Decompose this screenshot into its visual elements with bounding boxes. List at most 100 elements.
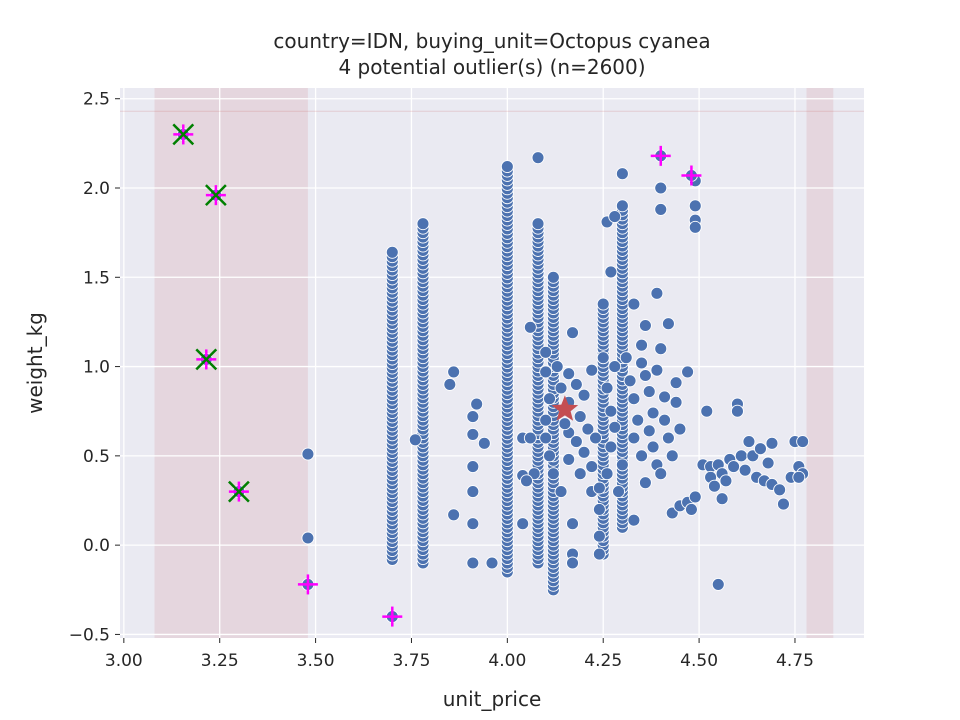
scatter-point-616 xyxy=(581,422,595,436)
scatter-point-621 xyxy=(608,420,622,434)
scatter-point-646 xyxy=(546,467,560,481)
scatter-point-527 xyxy=(466,485,480,499)
scatter-point-600 xyxy=(761,456,775,470)
data-points xyxy=(176,127,810,624)
scatter-point-592 xyxy=(730,404,744,418)
scatter-point-619 xyxy=(600,381,614,395)
scatter-point-531 xyxy=(485,556,499,570)
scatter-point-524 xyxy=(466,427,480,441)
scatter-point-536 xyxy=(523,431,537,445)
scatter-point-528 xyxy=(466,517,480,531)
scatter-point-530 xyxy=(477,436,491,450)
scatter-point-655 xyxy=(650,363,664,377)
scatter-point-520 xyxy=(443,377,457,391)
scatter-point-651 xyxy=(596,351,610,365)
scatter-point-634 xyxy=(654,467,668,481)
y-tick-label-6: 2.5 xyxy=(83,90,110,110)
scatter-point-551 xyxy=(592,547,606,561)
scatter-point-525 xyxy=(470,397,484,411)
scatter-point-544 xyxy=(566,517,579,531)
scatter-point-523 xyxy=(466,410,480,424)
scatter-point-594 xyxy=(738,463,752,477)
chart-title: country=IDN, buying_unit=Octopus cyanea xyxy=(273,29,710,53)
scatter-point-559 xyxy=(638,319,652,332)
scatter-point-613 xyxy=(577,388,591,402)
scatter-point-623 xyxy=(623,374,637,388)
y-tick-label-0: −0.5 xyxy=(69,625,110,645)
scatter-point-656 xyxy=(615,458,629,472)
x-tick-label-6: 4.50 xyxy=(680,651,718,671)
scatter-point-650 xyxy=(585,460,599,474)
scatter-point-560 xyxy=(638,369,652,382)
scatter-point-601 xyxy=(765,436,779,450)
scatter-point-647 xyxy=(554,485,568,499)
x-tick-label-4: 4.00 xyxy=(488,651,526,671)
scatter-point-654 xyxy=(635,356,649,370)
chart-subtitle: 4 potential outlier(s) (n=2600) xyxy=(338,55,645,79)
y-tick-label-1: 0.0 xyxy=(83,536,110,556)
scatter-point-522 xyxy=(447,508,461,522)
scatter-point-578 xyxy=(688,490,702,504)
scatter-point-552 xyxy=(604,265,618,279)
outlier-x-marker-1 xyxy=(204,184,227,207)
scatter-point-644 xyxy=(539,431,553,445)
scatter-point-593 xyxy=(734,449,748,463)
y-axis-label: weight_kg xyxy=(23,312,47,414)
x-tick-label-1: 3.25 xyxy=(201,651,239,671)
center-star-marker xyxy=(551,395,579,421)
y-tick-label-3: 1.0 xyxy=(83,358,110,378)
scatter-point-535 xyxy=(523,320,537,334)
scatter-point-604 xyxy=(777,497,790,511)
scatter-point-443 xyxy=(596,297,610,311)
scatter-point-641 xyxy=(558,417,572,431)
scatter-point-238 xyxy=(500,160,514,174)
flag-marker-4 xyxy=(297,574,318,595)
scatter-point-618 xyxy=(569,435,583,449)
scatter-point-660 xyxy=(592,481,606,495)
scatter-point-315 xyxy=(531,217,545,231)
scatter-point-643 xyxy=(539,413,553,427)
scatter-point-529 xyxy=(466,556,480,570)
y-tick-label-4: 1.5 xyxy=(83,268,110,288)
highlight-band-1 xyxy=(806,88,834,638)
scatter-point-615 xyxy=(573,410,587,424)
scatter-point-635 xyxy=(665,449,679,463)
scatter-point-146 xyxy=(416,217,430,231)
scatter-point-549 xyxy=(592,502,606,516)
scatter-point-614 xyxy=(585,363,599,377)
scatter-point-590 xyxy=(727,460,741,474)
scatter-point-555 xyxy=(615,167,629,181)
scatter-point-624 xyxy=(627,392,641,406)
scatter-point-611 xyxy=(562,367,576,381)
scatter-point-628 xyxy=(642,385,656,399)
scatter-point-550 xyxy=(592,529,606,543)
scatter-point-575 xyxy=(688,199,702,213)
x-axis-ticks: 3.00 3.25 3.50 3.75 4.00 4.25 4.50 4.75 xyxy=(105,638,814,671)
scatter-point-653 xyxy=(619,351,633,365)
scatter-point-538 xyxy=(520,474,533,488)
scatter-point-539 xyxy=(531,151,545,165)
scatter-point-630 xyxy=(642,424,656,438)
scatter-point-598 xyxy=(754,442,767,456)
scatter-point-386 xyxy=(546,270,560,284)
scatter-point-659 xyxy=(612,485,626,499)
scatter-point-603 xyxy=(773,483,787,497)
scatter-point-629 xyxy=(646,406,660,420)
outlier-x-marker-0 xyxy=(172,123,195,146)
scatter-point-636 xyxy=(669,395,683,409)
scatter-point-612 xyxy=(569,377,583,391)
scatter-point-586 xyxy=(715,492,729,506)
scatter-point-648 xyxy=(562,452,576,466)
scatter-point-626 xyxy=(627,431,641,445)
scatter-point-518 xyxy=(301,531,315,545)
scatter-point-649 xyxy=(573,467,587,481)
scatter-point-595 xyxy=(742,435,756,449)
scatter-point-583 xyxy=(707,479,721,493)
x-tick-label-2: 3.50 xyxy=(297,651,335,671)
scatter-point-588 xyxy=(719,474,733,488)
x-tick-label-3: 3.75 xyxy=(393,651,431,671)
scatter-point-645 xyxy=(543,449,556,463)
scatter-point-637 xyxy=(673,422,687,436)
scatter-point-519 xyxy=(408,433,422,447)
scatter-point-627 xyxy=(635,449,649,463)
